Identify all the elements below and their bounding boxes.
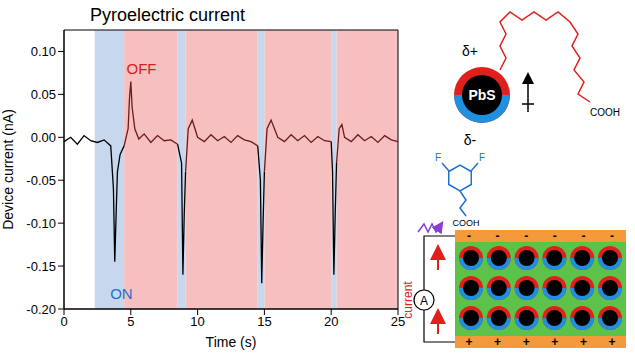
svg-text:+: +: [523, 335, 530, 349]
svg-text:-0.05: -0.05: [26, 173, 56, 188]
html-text:Pyroelectric current: Pyroelectric current: [90, 5, 246, 25]
svg-text:A: A: [420, 294, 428, 308]
svg-text:15: 15: [257, 314, 271, 329]
svg-text:δ-: δ-: [464, 132, 477, 148]
svg-text:25: 25: [390, 314, 406, 330]
svg-text:OFF: OFF: [126, 60, 156, 77]
svg-text:-: -: [524, 229, 528, 243]
svg-text:-: -: [467, 229, 471, 243]
svg-text:-0.20: -0.20: [26, 302, 56, 317]
svg-text:-0.10: -0.10: [26, 216, 56, 231]
svg-text:0.00: 0.00: [31, 130, 56, 145]
svg-text:+: +: [465, 335, 472, 349]
svg-text:δ+: δ+: [462, 43, 478, 59]
svg-text:5: 5: [127, 314, 134, 329]
svg-text:F: F: [435, 152, 441, 163]
svg-text:Device current (nA): Device current (nA): [0, 109, 16, 230]
svg-text:10: 10: [190, 314, 204, 329]
svg-text:-0.15: -0.15: [26, 259, 56, 274]
svg-text:+: +: [580, 335, 587, 349]
svg-text:+: +: [608, 335, 615, 349]
svg-text:0.10: 0.10: [31, 44, 56, 59]
svg-text:current: current: [401, 281, 415, 319]
svg-text:0: 0: [60, 314, 67, 329]
svg-text:-: -: [610, 229, 614, 243]
svg-text:-: -: [553, 229, 557, 243]
svg-text:-: -: [496, 229, 500, 243]
svg-text:+: +: [551, 335, 558, 349]
svg-text:0.05: 0.05: [31, 87, 56, 102]
svg-text:ON: ON: [110, 285, 133, 302]
svg-text:COOH: COOH: [590, 107, 620, 118]
svg-text:-: -: [581, 229, 585, 243]
svg-text:PbS: PbS: [468, 87, 495, 103]
svg-text:COOH: COOH: [453, 218, 480, 228]
svg-text:Time (s): Time (s): [206, 334, 257, 350]
svg-text:+: +: [494, 335, 501, 349]
svg-text:F: F: [479, 152, 485, 163]
svg-text:20: 20: [324, 314, 338, 329]
